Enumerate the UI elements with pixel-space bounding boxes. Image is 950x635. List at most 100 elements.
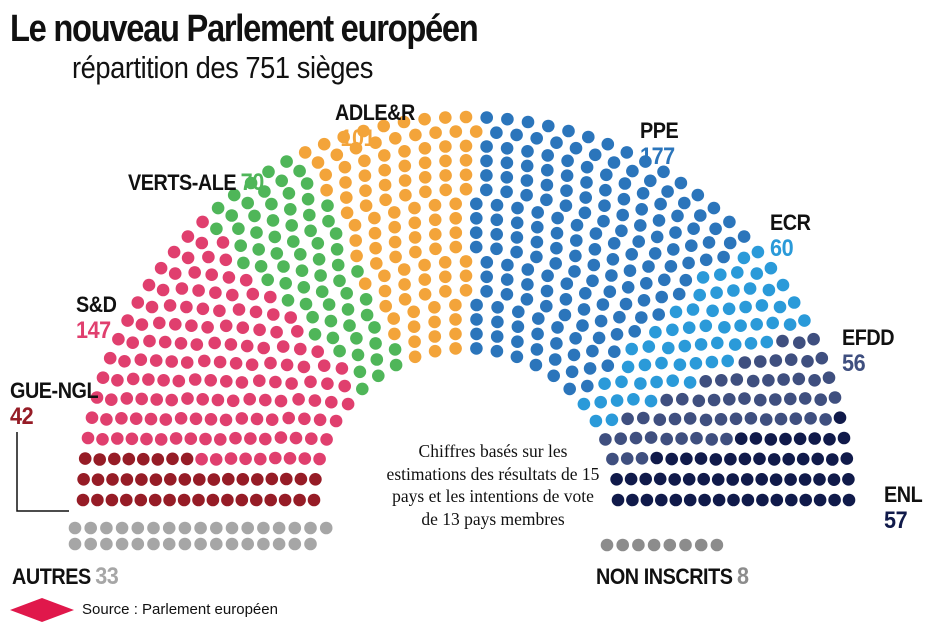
seat-adler: [418, 258, 431, 272]
seat-efdd: [738, 356, 752, 369]
seat-gue-ngl: [236, 473, 250, 486]
seat-gue-ngl: [91, 493, 104, 507]
seat-ppe: [560, 169, 574, 182]
seat-sd: [144, 412, 158, 426]
seat-efdd: [814, 393, 827, 407]
seat-adler: [397, 115, 411, 129]
seat-verts-ale: [301, 192, 315, 206]
seat-gue-ngl: [278, 493, 292, 507]
seat-verts-ale: [210, 222, 223, 236]
seat-adler: [330, 148, 344, 162]
seat-ecr: [739, 300, 752, 314]
seat-ecr: [721, 354, 734, 368]
seat-ecr: [577, 397, 591, 411]
seat-ppe: [582, 130, 595, 144]
seat-efdd: [635, 452, 649, 465]
seat-sd: [129, 412, 143, 426]
seat-ecr: [755, 299, 769, 312]
seat-ecr: [734, 319, 747, 333]
seat-adler: [459, 139, 473, 153]
seat-autres: [84, 537, 97, 551]
seat-sd: [285, 377, 298, 390]
seat-sd: [188, 373, 202, 386]
seat-sd: [205, 268, 218, 282]
seat-enl: [799, 493, 812, 507]
seat-ppe: [510, 216, 524, 230]
seat-enl: [650, 451, 663, 465]
seat-sd: [229, 357, 243, 370]
seat-efdd: [828, 391, 842, 404]
seat-autres: [257, 521, 270, 535]
seat-ppe: [480, 255, 494, 269]
seat-verts-ale: [353, 365, 367, 379]
seat-sd: [150, 393, 163, 406]
seat-sd: [289, 431, 303, 445]
seat-autres: [131, 537, 145, 551]
seat-ecr: [727, 284, 740, 297]
seat-efdd: [784, 353, 798, 367]
seat-adler: [439, 183, 453, 197]
seat-sd: [174, 337, 188, 350]
seat-adler: [379, 299, 393, 313]
seat-sd: [120, 392, 134, 405]
seat-sd: [321, 377, 334, 391]
seat-ppe: [586, 344, 599, 358]
seat-adler: [369, 241, 382, 255]
seat-ppe: [540, 284, 554, 298]
seat-efdd: [637, 411, 650, 425]
seat-adler: [338, 160, 352, 174]
seat-autres: [84, 521, 97, 535]
seat-verts-ale: [370, 353, 384, 366]
seat-efdd: [720, 432, 733, 446]
seat-efdd: [815, 351, 829, 365]
seat-sd: [154, 261, 168, 275]
seat-autres: [194, 521, 207, 535]
seat-ppe: [565, 365, 579, 379]
seat-sd: [214, 433, 227, 446]
seat-ppe: [623, 264, 637, 278]
seat-efdd: [744, 412, 758, 425]
seat-ppe: [694, 209, 707, 222]
seat-gue-ngl: [166, 452, 179, 466]
seat-efdd: [793, 336, 806, 350]
seat-ppe: [470, 342, 483, 355]
seat-adler: [388, 206, 401, 219]
seat-ecr: [638, 358, 652, 372]
seat-sd: [213, 304, 226, 318]
seat-gue-ngl: [135, 473, 148, 486]
seat-enl: [683, 493, 697, 507]
seat-sd: [282, 411, 296, 425]
seat-ecr: [696, 271, 710, 284]
seat-sd: [267, 308, 280, 321]
seat-ppe: [723, 236, 737, 250]
seat-adler: [398, 293, 412, 306]
seat-ppe: [607, 237, 621, 250]
seat-ppe: [531, 327, 544, 341]
seat-sd: [184, 432, 198, 446]
seat-verts-ale: [237, 256, 250, 270]
seat-verts-ale: [248, 209, 261, 223]
seat-sd: [134, 353, 148, 367]
seat-adler: [428, 213, 442, 227]
seat-enl: [698, 493, 711, 507]
seat-ppe: [510, 231, 524, 244]
seat-verts-ale: [297, 281, 311, 294]
seat-ppe: [632, 235, 645, 248]
seat-ppe: [679, 273, 693, 287]
seat-ppe: [480, 169, 493, 182]
seat-adler: [348, 218, 362, 232]
seat-enl: [782, 452, 795, 466]
seat-verts-ale: [312, 252, 326, 266]
seat-ppe: [636, 187, 650, 200]
seat-enl: [738, 452, 752, 466]
seat-adler: [409, 245, 422, 259]
seat-ppe: [520, 159, 534, 173]
seat-ppe: [597, 214, 610, 228]
seat-sd: [235, 376, 249, 389]
seat-ppe: [480, 154, 493, 168]
seat-sd: [236, 321, 250, 335]
chart-subtitle: répartition des 751 sièges: [72, 50, 373, 85]
seat-efdd: [769, 354, 783, 367]
seat-sd: [167, 245, 181, 259]
seat-ppe: [594, 314, 608, 328]
